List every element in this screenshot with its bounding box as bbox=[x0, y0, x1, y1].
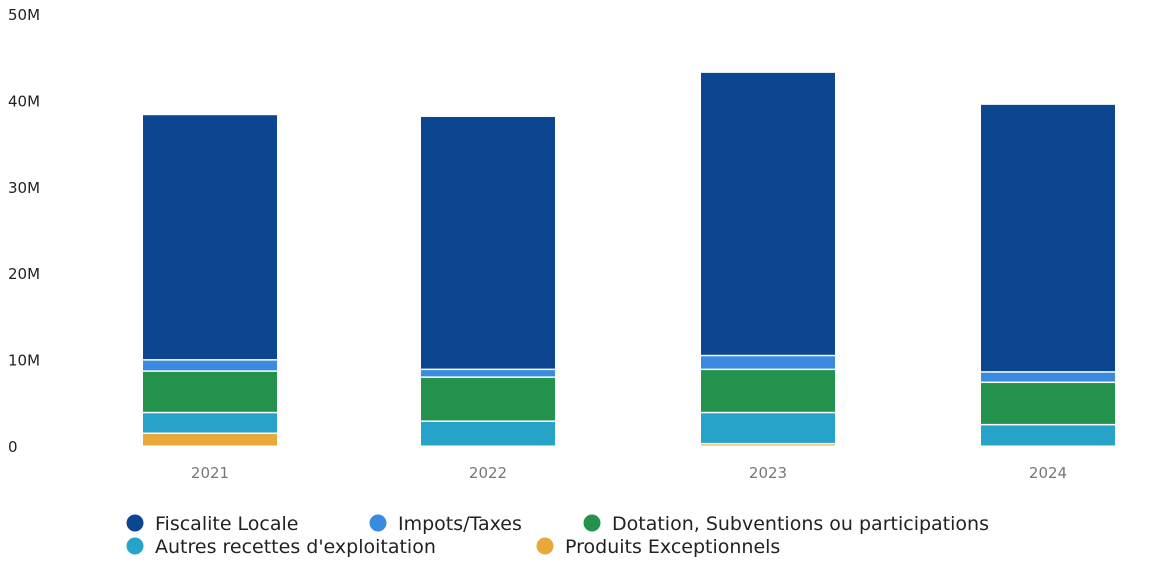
y-tick-label: 10M bbox=[8, 352, 40, 370]
legend-label: Dotation, Subventions ou participations bbox=[612, 513, 989, 535]
x-tick-label: 2021 bbox=[191, 464, 229, 482]
bar-segment bbox=[981, 372, 1115, 382]
y-tick-label: 50M bbox=[8, 6, 40, 24]
bar-segment bbox=[421, 421, 555, 446]
legend-marker bbox=[536, 537, 554, 555]
legend-marker bbox=[126, 537, 144, 555]
legend-item: Impots/Taxes bbox=[369, 513, 522, 535]
y-axis: 0 10M 20M 30M 40M 50M bbox=[8, 6, 40, 456]
x-tick-label: 2022 bbox=[469, 464, 507, 482]
bar-segment bbox=[981, 383, 1115, 424]
bar-stack-2024 bbox=[981, 104, 1115, 446]
bar-segment bbox=[421, 377, 555, 421]
bar-segment bbox=[143, 434, 277, 446]
legend-item: Dotation, Subventions ou participations bbox=[583, 513, 989, 535]
bar-segment bbox=[701, 444, 835, 446]
legend-label: Fiscalite Locale bbox=[155, 513, 298, 535]
legend-marker bbox=[369, 514, 387, 532]
y-tick-label: 40M bbox=[8, 92, 40, 110]
bar-segment bbox=[981, 104, 1115, 372]
bar-segment bbox=[701, 413, 835, 443]
legend-item: Fiscalite Locale bbox=[126, 513, 298, 535]
bar-segment bbox=[143, 115, 277, 360]
bar-segment bbox=[701, 356, 835, 369]
bar-stack-2021 bbox=[143, 115, 277, 446]
x-tick-label: 2024 bbox=[1029, 464, 1067, 482]
bar-segment bbox=[421, 116, 555, 369]
x-axis: 2021 2022 2023 2024 bbox=[191, 464, 1067, 482]
legend-label: Impots/Taxes bbox=[398, 513, 522, 535]
legend: Fiscalite Locale Impots/Taxes Dotation, Su… bbox=[126, 513, 989, 558]
bar-segment bbox=[421, 370, 555, 377]
y-tick-label: 30M bbox=[8, 179, 40, 197]
y-tick-label: 0 bbox=[8, 438, 18, 456]
x-tick-label: 2023 bbox=[749, 464, 787, 482]
bar-segment bbox=[143, 413, 277, 433]
bar-segment bbox=[701, 370, 835, 412]
bars-area bbox=[143, 72, 1115, 446]
legend-marker bbox=[583, 514, 601, 532]
bar-segment bbox=[981, 425, 1115, 446]
legend-label: Produits Exceptionnels bbox=[565, 536, 780, 558]
legend-item: Produits Exceptionnels bbox=[536, 536, 780, 558]
bar-segment bbox=[701, 72, 835, 355]
bar-stack-2023 bbox=[701, 72, 835, 446]
bar-segment bbox=[143, 371, 277, 412]
legend-label: Autres recettes d'exploitation bbox=[155, 536, 436, 558]
y-tick-label: 20M bbox=[8, 265, 40, 283]
legend-marker bbox=[126, 514, 144, 532]
bar-stack-2022 bbox=[421, 116, 555, 446]
bar-segment bbox=[143, 360, 277, 371]
legend-item: Autres recettes d'exploitation bbox=[126, 536, 436, 558]
